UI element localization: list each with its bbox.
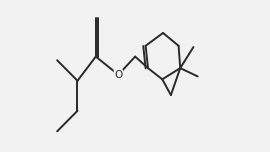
Text: O: O bbox=[114, 70, 123, 80]
